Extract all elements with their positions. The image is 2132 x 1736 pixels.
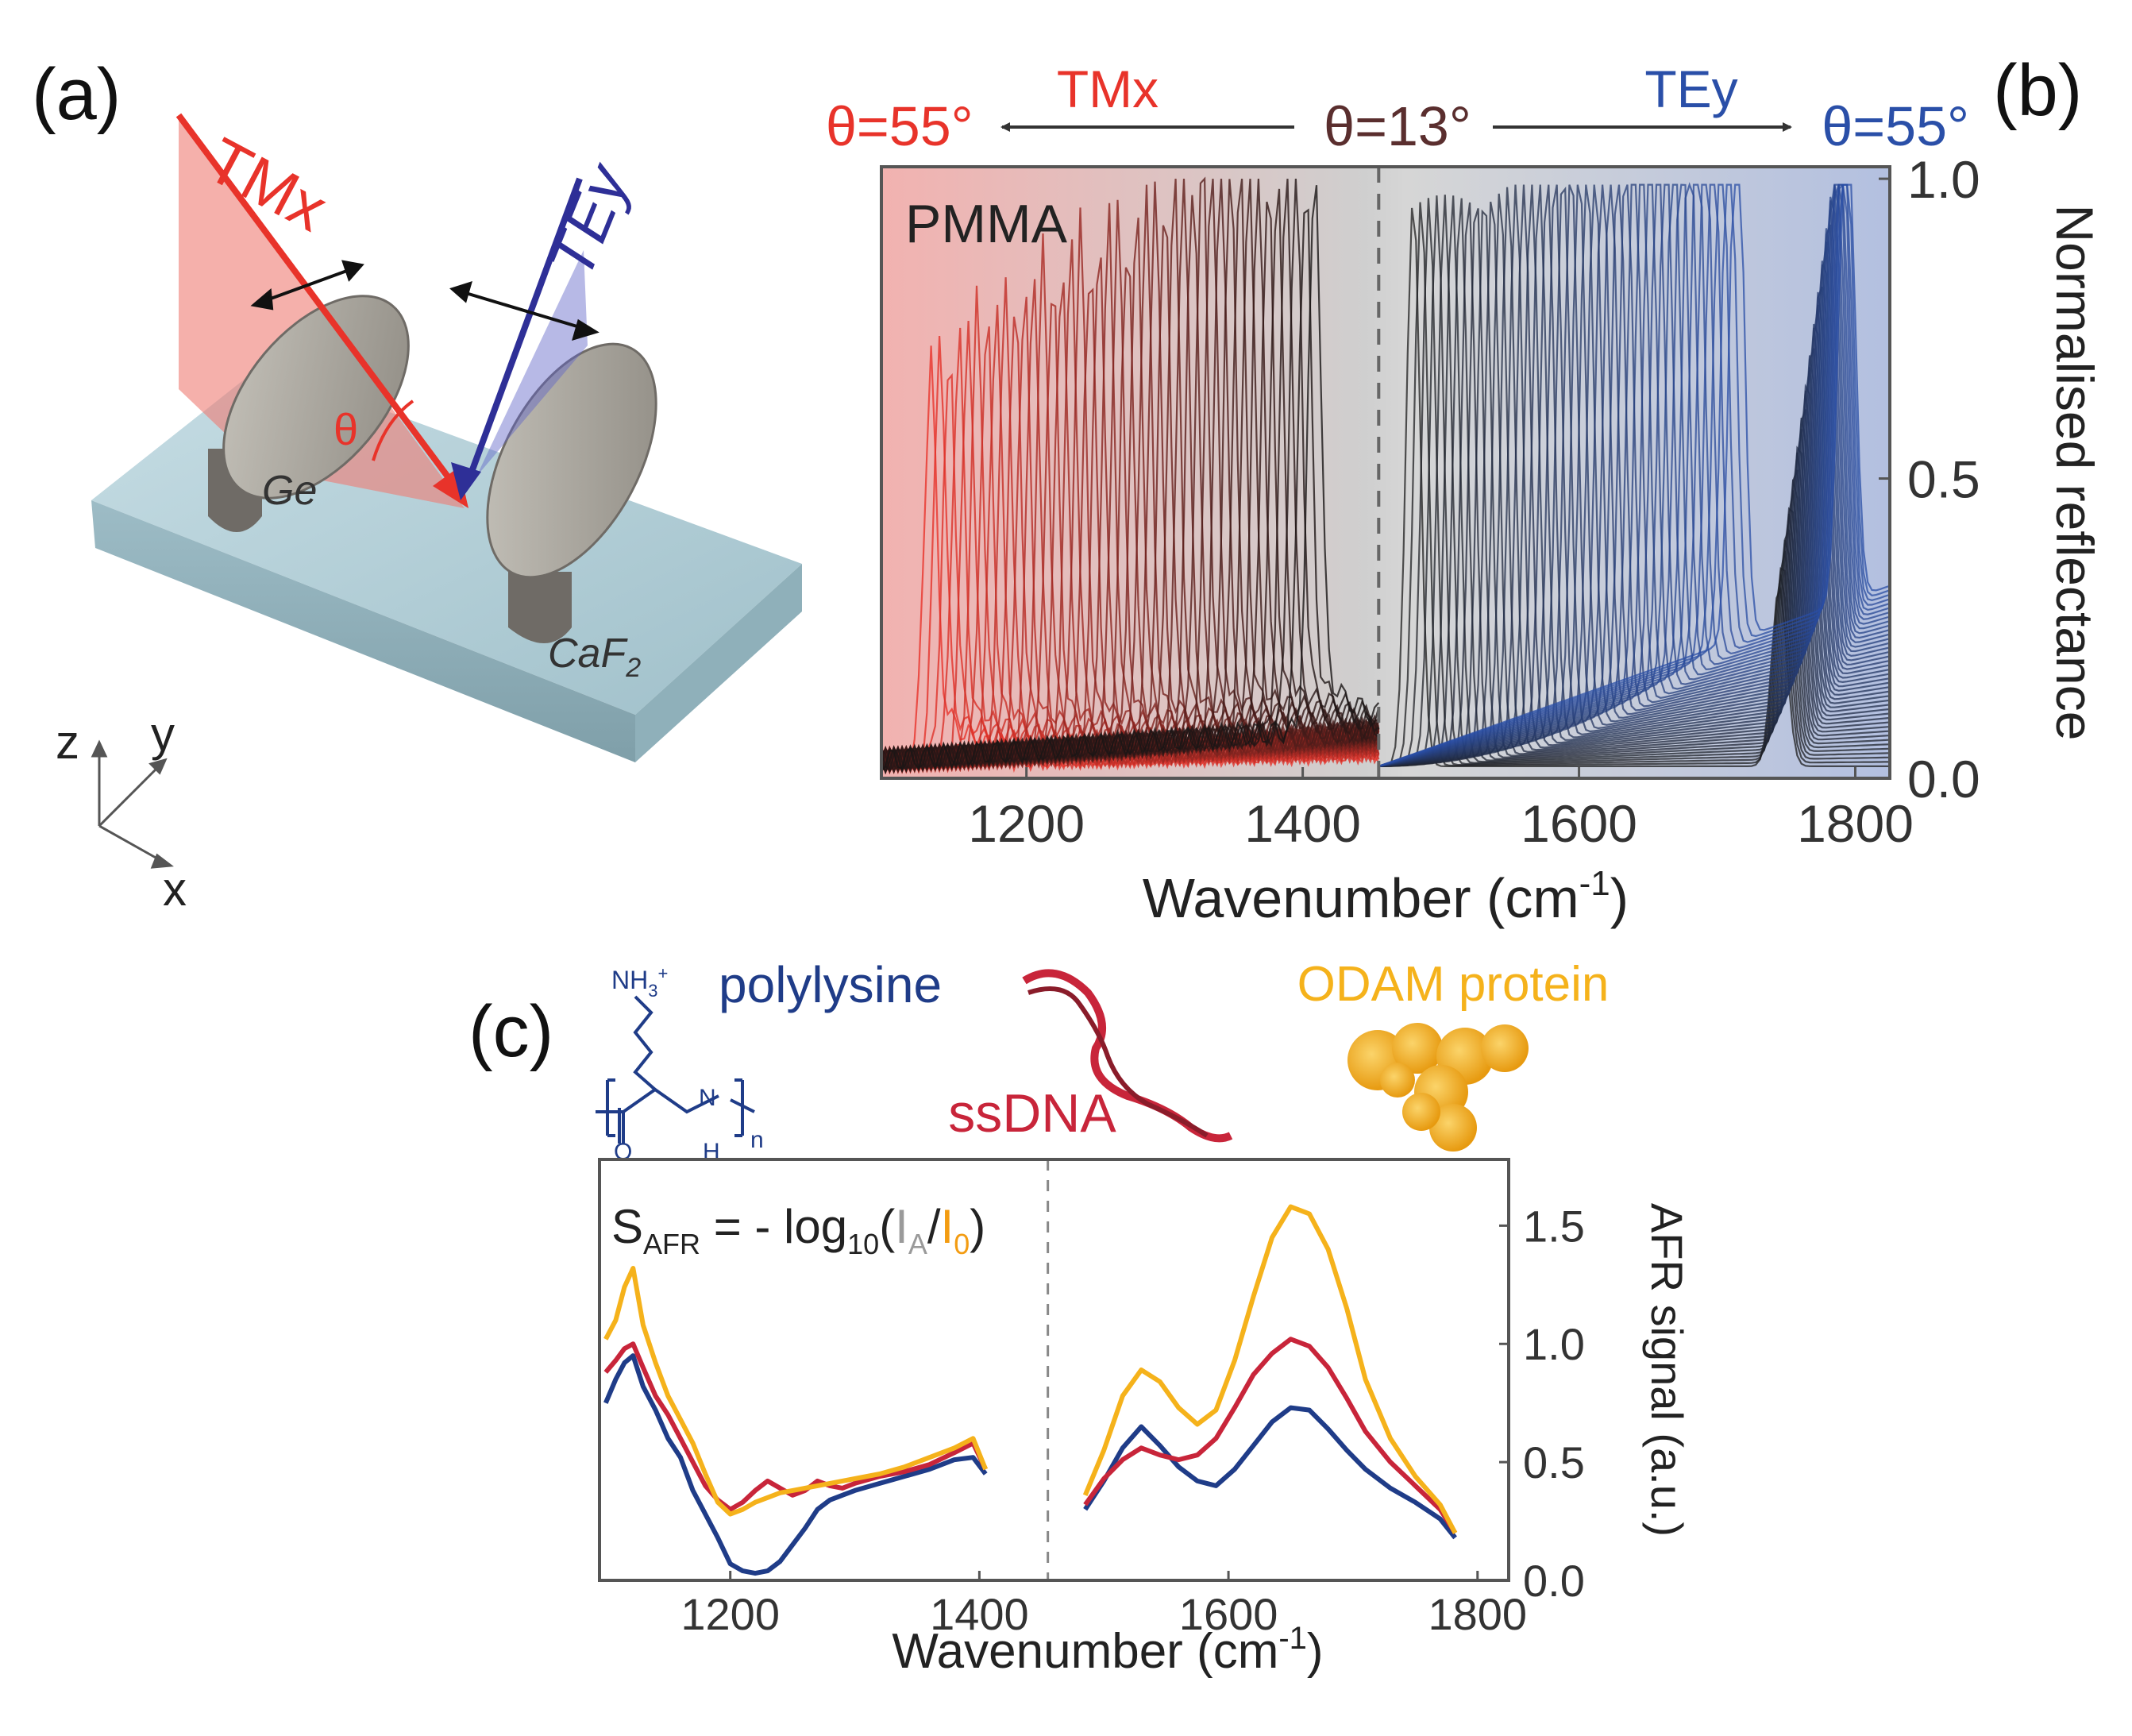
- reflectance-spectrum-line: [1378, 195, 1889, 767]
- afr-series-odam-protein: [603, 1266, 988, 1517]
- panel-b: (b) θ=55° TMx θ=13° TEy θ=55° PMMA 1200 1…: [826, 50, 2104, 929]
- afr-series-ssdna: [1083, 1337, 1458, 1535]
- reflectance-x-tick-label: 1200: [968, 794, 1085, 853]
- reflectance-spectrum-line: [880, 188, 1380, 774]
- afr-x-tick-label: 1600: [1179, 1589, 1278, 1639]
- afr-x-tick-label: 1200: [680, 1589, 780, 1639]
- angle-arc: [372, 399, 414, 461]
- tm-polarisation-label: TMx: [1057, 60, 1159, 118]
- odam-protein-icon: [1347, 1023, 1529, 1152]
- ssdna-icon: [1022, 969, 1233, 1143]
- afr-x-axis-label: Wavenumber (cm-1): [892, 1621, 1323, 1679]
- afr-formula: SAFR = - log10(IA/I0): [611, 1200, 985, 1260]
- tm-beam: [175, 113, 460, 491]
- ge-label: Ge: [262, 468, 317, 514]
- afr-series-polylysine: [603, 1353, 988, 1576]
- caf2-resonator: [486, 342, 657, 643]
- tm-angle-label: θ=55°: [826, 95, 973, 157]
- panel-a: (a) Ge CaF2 TMx TEy: [32, 54, 802, 916]
- polylysine-label: polylysine: [719, 956, 942, 1013]
- reflectance-x-axis-label: Wavenumber (cm-1): [1143, 864, 1629, 929]
- ge-disk: [222, 295, 410, 500]
- center-angle-label: θ=13°: [1324, 95, 1471, 157]
- ge-resonator: [208, 295, 410, 532]
- coordinate-axes: [91, 739, 174, 869]
- reflectance-x-tick-label: 1400: [1244, 794, 1361, 853]
- axis-x-label: x: [163, 862, 187, 916]
- polylysine-nh3-label: NH3+: [611, 963, 668, 1001]
- afr-y-tick-label: 1.5: [1523, 1201, 1585, 1251]
- angle-label: θ: [333, 404, 358, 454]
- afr-plot-frame: [598, 1158, 1510, 1582]
- afr-series-polylysine: [1083, 1405, 1457, 1540]
- substrate-right: [635, 564, 802, 762]
- te-angle-label: θ=55°: [1822, 95, 1969, 157]
- te-beam-label: TEy: [534, 152, 644, 287]
- odam-label: ODAM protein: [1297, 957, 1610, 1012]
- reflectance-y-tick-label: 0.0: [1907, 750, 1980, 808]
- afr-x-tick-label: 1400: [930, 1589, 1029, 1639]
- afr-y-tick-label: 1.0: [1523, 1319, 1585, 1369]
- reflectance-spectrum-line: [1378, 198, 1889, 767]
- reflectance-y-tick-label: 1.0: [1907, 150, 1980, 209]
- reflectance-spectrum-line: [881, 185, 1380, 772]
- reflectance-plot-frame: [880, 165, 1891, 780]
- ssdna-label: ssDNA: [948, 1083, 1116, 1144]
- polylysine-n-label: N: [699, 1085, 716, 1111]
- pmma-label: PMMA: [905, 194, 1068, 254]
- substrate-front: [91, 500, 635, 762]
- afr-y-tick-label: 0.5: [1523, 1437, 1585, 1487]
- reflectance-spectra: [880, 176, 1889, 775]
- afr-y-tick-label: 0.0: [1523, 1556, 1585, 1606]
- reflectance-y-axis-label: Normalised reflectance: [2045, 205, 2104, 741]
- polylysine-structure: [596, 995, 755, 1144]
- afr-series-odam-protein: [1082, 1204, 1458, 1534]
- axis-y-label: y: [151, 708, 175, 761]
- afr-plot-background: [600, 1159, 1509, 1580]
- afr-series-ssdna: [603, 1341, 988, 1512]
- panel-label-a: (a): [32, 54, 121, 135]
- reflectance-y-tick-label: 0.5: [1907, 450, 1980, 509]
- reflectance-spectrum-line: [880, 208, 1380, 775]
- afr-x-tick-label: 1800: [1428, 1589, 1527, 1639]
- te-beam: [465, 177, 583, 482]
- afr-y-axis-label: AFR signal (a.u.): [1642, 1203, 1692, 1537]
- polylysine-n-subscript: n: [750, 1127, 764, 1153]
- panel-label-b: (b): [1993, 50, 2082, 131]
- axis-z-label: z: [56, 716, 79, 769]
- tm-polarisation-arrow: [250, 260, 364, 311]
- afr-spectra: [603, 1204, 1458, 1576]
- te-polarisation-label: TEy: [1644, 60, 1737, 118]
- panel-c: (c) NH3+ O N H n polylysine ssDNA: [468, 956, 1692, 1679]
- reflectance-x-tick-label: 1600: [1521, 794, 1637, 853]
- te-beam-arrowhead: [451, 462, 481, 500]
- reflectance-spectrum-line: [1378, 198, 1889, 767]
- reflectance-spectrum-line: [1378, 195, 1889, 767]
- caf2-label: CaF2: [548, 631, 641, 683]
- panel-label-c: (c): [468, 991, 553, 1072]
- reflectance-spectrum-line: [1378, 183, 1889, 767]
- reflectance-spectrum-line: [1378, 202, 1889, 767]
- reflectance-x-tick-label: 1800: [1797, 794, 1914, 853]
- te-polarisation-arrow: [449, 280, 600, 341]
- caf2-disk: [486, 342, 657, 579]
- te-plane: [476, 250, 588, 476]
